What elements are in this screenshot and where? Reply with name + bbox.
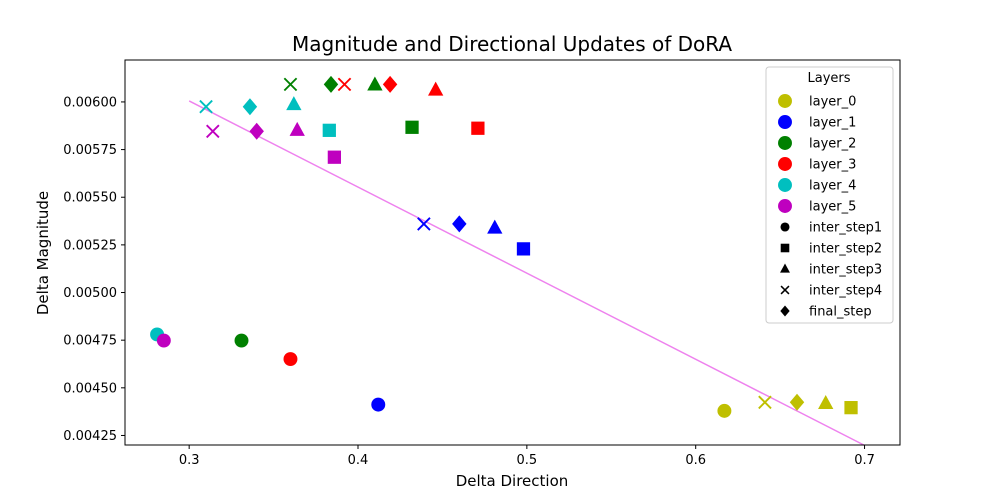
data-point-layer_5-inter_step4 bbox=[206, 124, 220, 139]
legend-marker-layer_3 bbox=[778, 157, 792, 171]
data-point-layer_5-inter_step3 bbox=[289, 121, 305, 136]
trend-line bbox=[188, 100, 865, 447]
x-axis-label: Delta Direction bbox=[456, 472, 569, 490]
data-point-layer_0-inter_step4 bbox=[758, 395, 772, 410]
legend-label-inter_step4: inter_step4 bbox=[809, 284, 882, 299]
legend-marker-layer_1 bbox=[778, 115, 792, 129]
legend-label-layer_5: layer_5 bbox=[809, 200, 856, 215]
data-point-layer_4-final_step bbox=[242, 98, 258, 116]
data-point-layer_5-final_step bbox=[249, 122, 264, 140]
legend-label-layer_0: layer_0 bbox=[809, 95, 856, 110]
legend-marker-inter_step4 bbox=[780, 285, 790, 295]
y-tick-label: 0.00550 bbox=[63, 191, 117, 206]
trend-line-layer bbox=[188, 100, 865, 447]
legend-marker-final_step bbox=[780, 305, 790, 317]
data-point-layer_4-inter_step2 bbox=[322, 123, 336, 137]
legend-box bbox=[765, 66, 894, 324]
data-point-layer_1-final_step bbox=[452, 215, 467, 233]
data-point-layer_4-inter_step3 bbox=[286, 96, 302, 111]
data-point-layer_0-inter_step3 bbox=[818, 394, 834, 409]
legend-label-inter_step3: inter_step3 bbox=[809, 263, 882, 278]
x-tick-label: 0.5 bbox=[517, 453, 538, 468]
data-point-layer_1-inter_step2 bbox=[516, 242, 531, 256]
x-tick-label: 0.7 bbox=[854, 453, 875, 468]
legend-marker-layer_5 bbox=[778, 199, 792, 213]
data-points-layer bbox=[150, 75, 858, 418]
legend-marker-layer_0 bbox=[778, 94, 792, 108]
y-tick-label: 0.00600 bbox=[63, 95, 117, 110]
legend-label-inter_step2: inter_step2 bbox=[809, 242, 882, 257]
x-tick-label: 0.6 bbox=[685, 453, 706, 468]
legend-marker-layer_4 bbox=[778, 178, 792, 192]
legend-label-layer_1: layer_1 bbox=[809, 116, 856, 131]
legend-marker-inter_step2 bbox=[780, 243, 790, 253]
y-tick-label: 0.00425 bbox=[63, 429, 117, 444]
y-tick-label: 0.00500 bbox=[63, 286, 117, 301]
data-point-layer_4-inter_step4 bbox=[199, 99, 213, 114]
data-point-layer_2-inter_step4 bbox=[283, 77, 298, 92]
x-axis-ticks: 0.3 0.4 0.5 0.6 0.7 bbox=[179, 445, 875, 468]
y-tick-label: 0.00525 bbox=[63, 238, 117, 253]
data-point-layer_0-inter_step1 bbox=[717, 403, 732, 418]
data-point-layer_1-inter_step1 bbox=[371, 397, 386, 412]
legend-label-inter_step1: inter_step1 bbox=[809, 221, 882, 236]
legend-title: Layers bbox=[807, 71, 850, 86]
data-point-layer_1-inter_step4 bbox=[417, 217, 431, 231]
data-point-layer_2-inter_step2 bbox=[405, 120, 419, 134]
legend-marker-inter_step3 bbox=[780, 263, 790, 273]
data-point-layer_2-inter_step1 bbox=[234, 333, 249, 348]
data-point-layer_2-inter_step3 bbox=[367, 76, 383, 91]
legend-label-final_step: final_step bbox=[809, 305, 872, 320]
data-point-layer_3-inter_step4 bbox=[337, 77, 352, 92]
legend-label-layer_3: layer_3 bbox=[809, 158, 856, 173]
legend-marker-inter_step1 bbox=[780, 222, 790, 232]
data-point-layer_0-inter_step2 bbox=[844, 401, 858, 415]
data-point-layer_2-final_step bbox=[323, 75, 339, 93]
data-point-layer_3-inter_step2 bbox=[471, 121, 485, 135]
x-tick-label: 0.4 bbox=[348, 453, 369, 468]
legend-label-layer_2: layer_2 bbox=[809, 137, 856, 152]
legend-items: layer_0 layer_1 layer_2 layer_3 layer_4layer… bbox=[778, 94, 882, 320]
data-point-layer_3-inter_step1 bbox=[283, 352, 298, 367]
x-tick-label: 0.3 bbox=[179, 453, 200, 468]
y-axis-ticks: 0.00425 0.00450 0.00475 0.00500 0.00525 0.005… bbox=[63, 95, 125, 444]
y-tick-label: 0.00575 bbox=[63, 143, 117, 158]
y-tick-label: 0.00475 bbox=[63, 334, 117, 349]
legend-marker-layer_2 bbox=[778, 136, 792, 150]
data-point-layer_3-inter_step3 bbox=[428, 81, 444, 96]
legend-label-layer_4: layer_4 bbox=[809, 179, 856, 194]
data-point-layer_5-inter_step2 bbox=[327, 150, 341, 164]
data-point-layer_0-final_step bbox=[789, 393, 805, 411]
plot-frame bbox=[124, 59, 901, 446]
y-tick-label: 0.00450 bbox=[63, 381, 117, 396]
chart-title: Magnitude and Directional Updates of DoR… bbox=[292, 32, 732, 56]
y-axis-label: Delta Magnitude bbox=[34, 191, 52, 315]
data-point-layer_5-inter_step1 bbox=[156, 333, 171, 348]
data-point-layer_3-final_step bbox=[382, 75, 398, 93]
legend: Layers layer_0layer_1layer_2layer_3layer… bbox=[765, 66, 894, 324]
data-point-layer_1-inter_step3 bbox=[487, 219, 503, 234]
